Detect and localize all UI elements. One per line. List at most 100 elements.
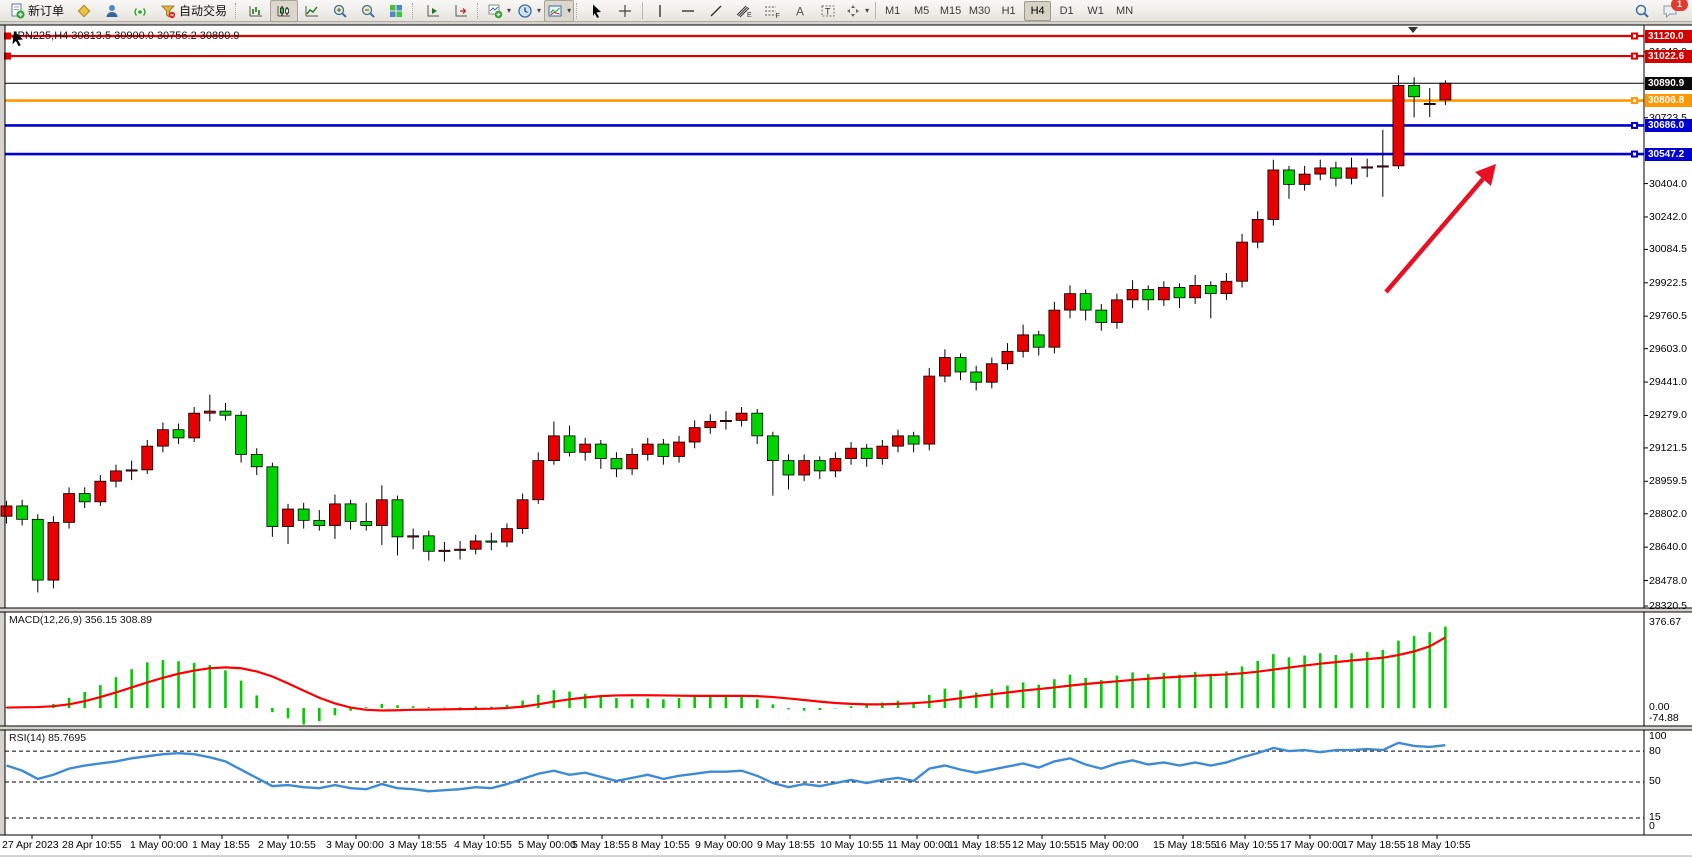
zoom-in-icon <box>333 4 347 18</box>
styles-button[interactable] <box>70 0 98 22</box>
timeframe-d1-button[interactable]: D1 <box>1059 4 1074 17</box>
toolbar-grip <box>576 2 581 19</box>
bar-chart-icon <box>249 5 263 16</box>
search-button[interactable] <box>1628 0 1656 22</box>
chart-line-button[interactable] <box>298 0 326 22</box>
step-forward-button[interactable] <box>419 0 447 22</box>
candle <box>94 475 107 506</box>
chart-candles-button[interactable] <box>270 0 299 22</box>
candle <box>813 456 826 480</box>
timeframe-m5-button[interactable]: M5 <box>913 4 930 17</box>
text-label-button[interactable]: T <box>814 0 842 22</box>
line-chart-icon <box>305 5 319 16</box>
line-left-handle[interactable] <box>4 52 11 60</box>
chart-title: JPN225,H4 30813.5 30900.0 30756.2 30890.… <box>12 30 240 42</box>
candle <box>1314 159 1327 181</box>
trendline-button[interactable] <box>702 0 730 22</box>
candle <box>845 442 857 465</box>
channel-button[interactable]: E <box>730 0 758 22</box>
candle <box>313 510 326 531</box>
chart-shift-button[interactable] <box>447 0 475 22</box>
time-axis-row[interactable] <box>0 835 1692 855</box>
candle <box>548 421 560 465</box>
candle <box>219 402 232 421</box>
candle <box>438 541 451 562</box>
fibonacci-button[interactable]: F <box>758 0 786 22</box>
template-chart-icon <box>548 5 562 16</box>
cursor-button[interactable] <box>583 0 611 22</box>
candle <box>1032 330 1045 356</box>
panel-splitter[interactable] <box>0 608 1692 612</box>
macd-indicator-label[interactable]: MACD(12,26,9) 356.15 308.89 <box>9 614 153 626</box>
candle <box>720 411 732 430</box>
candle <box>1079 289 1092 321</box>
macd-panel[interactable] <box>5 612 1644 726</box>
axis-forward-icon <box>427 4 440 16</box>
candle <box>876 439 889 465</box>
line-left-handle[interactable] <box>4 32 11 40</box>
candle <box>1408 77 1420 118</box>
new-order-button[interactable]: 新订单 <box>3 0 70 22</box>
toolbar-separator <box>642 2 644 19</box>
text-button[interactable]: A <box>786 0 814 22</box>
candle <box>1204 281 1217 319</box>
timeframe-m1-button[interactable]: M1 <box>884 4 901 17</box>
candle <box>485 532 498 551</box>
candle <box>1392 75 1405 169</box>
panel-splitter[interactable] <box>0 726 1692 730</box>
candle <box>782 454 795 490</box>
candle <box>735 406 748 427</box>
price-axis-column[interactable] <box>1644 25 1692 835</box>
arrows-button[interactable]: ▾ <box>842 0 872 22</box>
svg-text:F: F <box>776 13 780 19</box>
crosshair-button[interactable] <box>611 0 639 22</box>
timeframe-h4-button[interactable]: H4 <box>1024 0 1052 21</box>
profile-button[interactable] <box>98 0 126 22</box>
candle <box>751 409 764 445</box>
periods-button[interactable]: ▾ <box>514 0 544 22</box>
notifications-button[interactable]: 1 <box>1656 0 1688 22</box>
styles-icon <box>77 4 91 17</box>
timeframe-m15-button[interactable]: M15 <box>939 4 962 17</box>
rsi-line <box>6 741 1446 793</box>
zoom-out-icon <box>361 4 375 18</box>
vertical-line-button[interactable] <box>646 0 674 22</box>
candle <box>579 437 592 461</box>
templates-button[interactable]: ▾ <box>544 0 575 22</box>
candle <box>563 425 576 457</box>
candle <box>970 365 983 391</box>
axis-shift-icon <box>455 4 468 16</box>
chart-bars-button[interactable] <box>242 0 270 22</box>
zoom-out-button[interactable] <box>354 0 382 22</box>
add-indicator-icon <box>488 4 503 18</box>
tile-windows-button[interactable] <box>382 0 410 22</box>
candle <box>1267 159 1280 226</box>
timeframe-mn-button[interactable]: MN <box>1116 4 1134 17</box>
signal-button[interactable] <box>126 0 154 22</box>
rsi-indicator-label[interactable]: RSI(14) 85.7695 <box>9 732 87 744</box>
timeframe-h1-button[interactable]: H1 <box>1001 4 1016 17</box>
timeframe-w1-button[interactable]: W1 <box>1087 4 1104 17</box>
search-icon <box>1635 4 1649 18</box>
candle <box>282 503 294 545</box>
candle <box>939 349 951 383</box>
add-indicator-button[interactable]: ▾ <box>484 0 514 22</box>
candle <box>344 499 357 530</box>
trend-arrow[interactable] <box>1384 177 1485 294</box>
zoom-in-button[interactable] <box>326 0 354 22</box>
candle <box>985 357 998 389</box>
candle <box>798 454 811 482</box>
chart-shift-marker[interactable] <box>1408 27 1418 33</box>
arrows-icon <box>847 4 860 17</box>
auto-trading-button[interactable]: 自动交易 <box>154 0 233 22</box>
candle <box>1236 233 1248 288</box>
toolbar-grip <box>477 2 482 19</box>
trend-arrow-head <box>1475 164 1496 186</box>
timeframe-m30-button[interactable]: M30 <box>968 4 991 17</box>
candle <box>360 502 373 531</box>
notification-badge: 1 <box>1671 0 1688 11</box>
timeframe-buttons: M1 M5 M15 M30 H1 H4 D1 W1 MN <box>879 0 1138 21</box>
candle <box>63 487 75 529</box>
horizontal-line-button[interactable] <box>674 0 702 22</box>
